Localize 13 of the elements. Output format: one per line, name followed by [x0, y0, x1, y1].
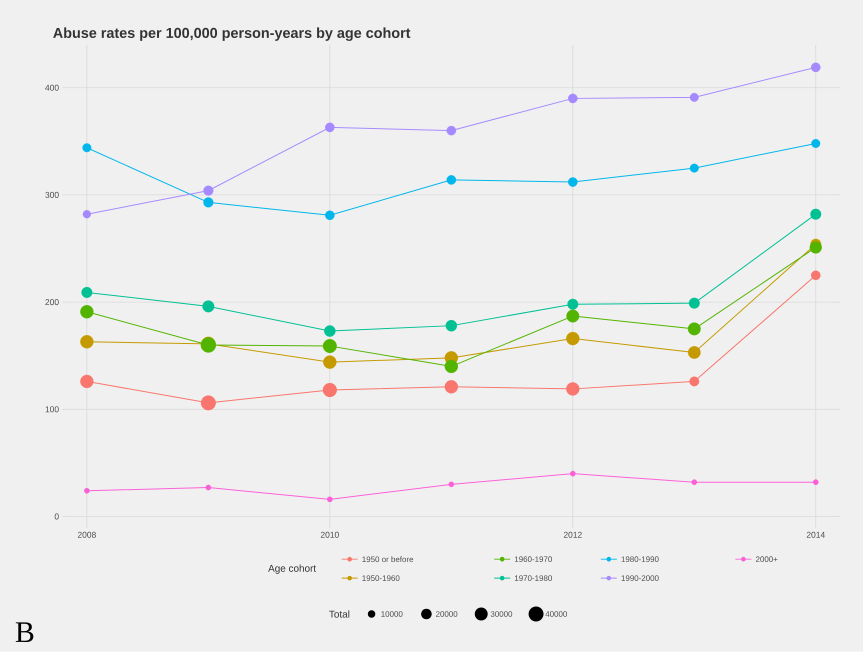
y-tick-label: 200: [45, 299, 59, 306]
y-tick-label: 0: [54, 514, 59, 520]
legend-title: Age cohort: [268, 564, 316, 574]
x-tick-label: 2010: [320, 532, 339, 538]
text: Total: [329, 610, 350, 618]
text: B: [16, 622, 34, 642]
y-tick-label: 100: [46, 406, 59, 412]
x-tick-label: 2008: [78, 532, 96, 538]
chart-title: Abuse rates per 100,000 person-years by age cohort: [53, 27, 410, 41]
x-tick-label: 2012: [564, 532, 582, 538]
y-tick-label: 300: [45, 192, 59, 198]
x-tick-label: 2014: [806, 532, 825, 538]
y-tick-label: 400: [45, 84, 59, 91]
